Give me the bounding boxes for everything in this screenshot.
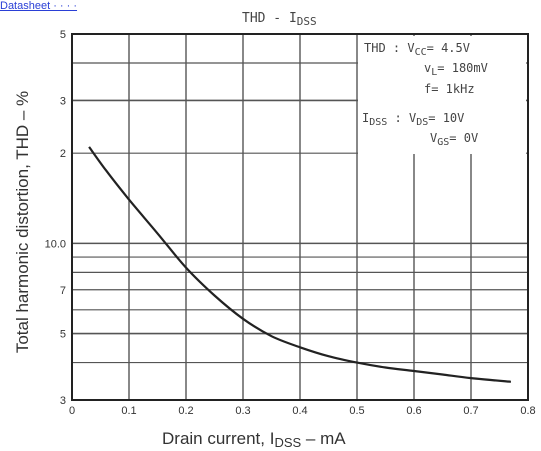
x-tick-label: 0.3	[235, 405, 250, 417]
annotation-bg	[358, 36, 526, 154]
x-tick-label: 0.5	[349, 405, 364, 417]
y-tick-label: 2	[60, 148, 66, 160]
x-tick-label: 0	[69, 405, 75, 417]
x-tick-label: 0.8	[520, 405, 535, 417]
x-axis-label-sub: DSS	[274, 435, 301, 450]
thd-curve	[88, 146, 511, 383]
x-tick-label: 0.2	[178, 405, 193, 417]
conditions-annotation: THD : VCC= 4.5V vL= 180mV f= 1kHz IDSS :…	[358, 36, 526, 154]
annotation-vl: vL= 180mV	[424, 61, 488, 78]
y-tick-label: 7	[60, 285, 66, 297]
x-tick-label: 0.7	[463, 405, 478, 417]
y-tick-label: 3	[60, 95, 66, 107]
annotation-thd: THD : VCC= 4.5V	[364, 41, 470, 58]
y-tick-label: 5	[60, 329, 66, 341]
chart-title: THD - IDSS	[242, 11, 317, 28]
annotation-idss: IDSS : VDS= 10V	[362, 111, 464, 128]
x-axis-label: Drain current, IDSS – mA	[162, 429, 346, 450]
x-axis-label-main: Drain current, I	[162, 429, 274, 448]
annotation-vgs: VGS= 0V	[430, 131, 478, 148]
y-tick-label: 5	[60, 29, 66, 41]
y-tick-labels: 3 5 7 10.0 2 3 5	[45, 29, 66, 407]
chart-title-sub: DSS	[297, 15, 317, 28]
plot-frame	[71, 33, 529, 401]
y-tick-label: 10.0	[45, 238, 66, 250]
x-tick-label: 0.4	[292, 405, 307, 417]
x-axis-label-suffix: – mA	[301, 429, 346, 448]
x-tick-labels: 0 0.1 0.2 0.3 0.4 0.5 0.6 0.7 0.8	[69, 405, 536, 417]
top-link[interactable]: Datasheet · · · ·	[0, 0, 78, 12]
x-tick-label: 0.6	[406, 405, 421, 417]
y-axis-label: Total harmonic distortion, THD – %	[13, 91, 32, 353]
annotation-f: f= 1kHz	[424, 82, 475, 96]
x-tick-label: 0.1	[121, 405, 136, 417]
chart-title-main: THD - I	[242, 11, 297, 26]
y-tick-label: 3	[60, 395, 66, 407]
